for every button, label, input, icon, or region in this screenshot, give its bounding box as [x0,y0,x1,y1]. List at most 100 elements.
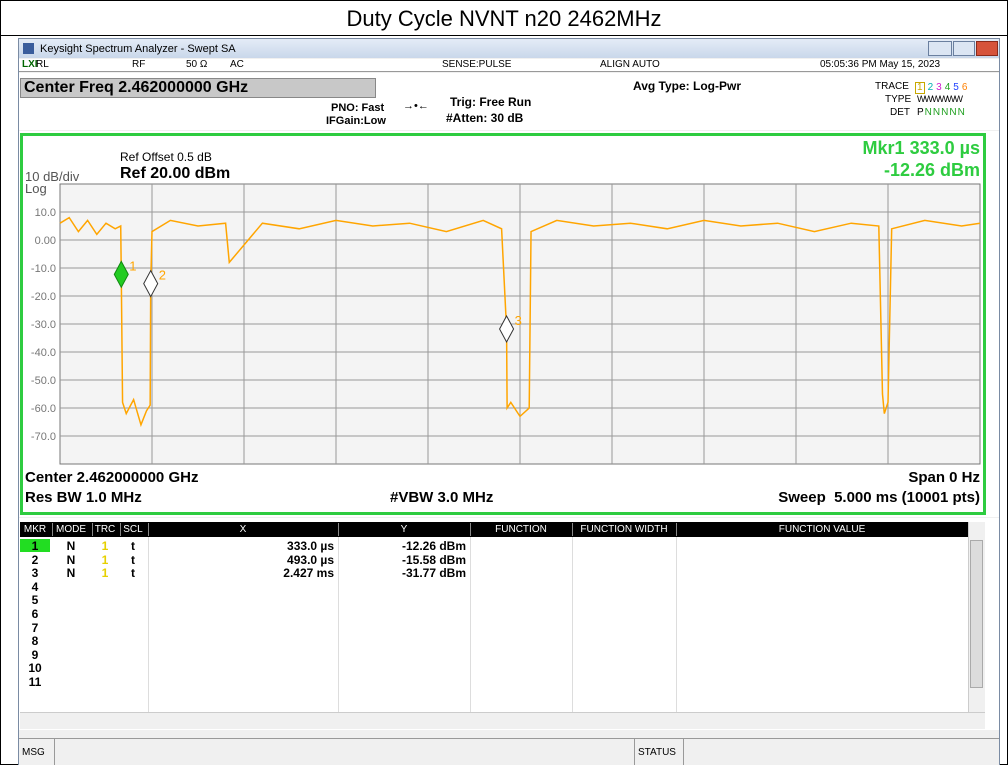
lxi-logo: LXI [22,59,38,70]
indicator: N [949,107,957,118]
sweep-label: Sweep 5.000 ms (10001 pts) [778,489,980,506]
table-cell: 2.427 ms [283,566,334,581]
scale-type: Log [25,181,47,196]
center-label: Center 2.462000000 GHz [25,469,199,486]
table-cell: t [131,566,135,581]
vbw-label: #VBW 3.0 MHz [390,489,494,506]
column-line [148,537,149,712]
close-button[interactable] [976,41,998,56]
restore-button[interactable] [953,41,975,56]
horizontal-scrollbar[interactable] [20,712,985,729]
coupling-label: AC [230,59,244,70]
footer-divider [683,738,684,765]
span-label: Span 0 Hz [908,469,980,486]
impedance-label: 50 Ω [186,59,208,70]
indicator: N [932,107,941,118]
table-cell: 333.0 µs [287,539,334,553]
status-row [19,59,999,72]
table-cell: N [66,566,76,581]
header-separator [92,523,93,536]
center-freq: Center Freq 2.462000000 GHz [24,79,249,96]
table-cell: t [131,539,135,553]
indicator: 3 [936,82,942,93]
table-header: SCL [123,524,143,535]
rf-label: RF [132,59,146,70]
ifgain-label: IFGain:Low [326,115,386,127]
rbw-label: Res BW 1.0 MHz [25,489,142,506]
table-cell: -31.77 dBm [401,566,466,581]
avg-type: Avg Type: Log-Pwr [633,79,741,93]
table-header: MKR [23,524,47,535]
table-cell: 493.0 µs [287,552,334,567]
window-title: Keysight Spectrum Analyzer - Swept SA [40,43,236,55]
scrollbar-thumb[interactable] [970,540,983,688]
header-separator [676,523,677,536]
align-label: ALIGN AUTO [600,59,660,70]
window-titlebar [19,39,999,58]
table-cell: 2 [31,552,39,567]
type-value: WWWWWW [917,94,963,104]
table-cell: -15.58 dBm [401,552,466,567]
active-row-highlight [20,539,50,552]
indicator: N [941,107,949,118]
app-icon [23,43,34,54]
table-header: TRC [94,524,116,535]
table-header: FUNCTION VALUE [778,524,866,535]
indicator: N [924,107,932,118]
table-cell: 7 [31,620,39,635]
table-header: Y [400,524,408,535]
center-freq-box[interactable] [20,78,376,98]
table-header: MODE [56,524,86,535]
footer-divider [634,738,635,765]
trace-label: TRACE [875,81,909,92]
column-line [338,537,339,712]
indicator: 6 [961,82,968,93]
header-separator [148,523,149,536]
indicator: 5 [953,82,959,93]
table-cell: 1 [101,539,109,553]
pno-label: PNO: Fast [331,102,385,114]
table-cell: t [131,552,135,567]
datetime: 05:05:36 PM May 15, 2023 [820,59,941,70]
table-cell: 1 [31,539,39,553]
marker-readout-y: -12.26 dBm [883,160,980,180]
trig-arrow: →•← [403,100,429,112]
table-cell: 6 [31,607,39,621]
table-header: X [239,524,247,535]
table-header: FUNCTION [495,524,547,535]
header-separator [52,523,53,536]
indicator: 1 [915,82,925,94]
column-line [572,537,573,712]
header-separator [338,523,339,536]
scale-label: 10 dB/div [25,169,80,184]
rl-label: RL [36,59,49,70]
msg-label: MSG [22,747,45,758]
header-separator [120,523,121,536]
table-cell: 8 [31,634,39,649]
column-line [470,537,471,712]
page-title: Duty Cycle NVNT n20 2462MHz [346,6,662,31]
footer-divider [54,738,55,765]
header-separator [470,523,471,536]
table-cell: 3 [31,566,39,581]
indicator: 4 [944,82,951,93]
marker-readout-x: Mkr1 333.0 µs [862,138,980,158]
header-separator [572,523,573,536]
indicator: P [917,107,924,118]
table-cell: 1 [101,552,109,567]
table-cell: 9 [31,647,39,662]
atten-label: #Atten: 30 dB [446,111,524,125]
minimize-button[interactable] [928,41,952,56]
table-cell: N [66,539,76,553]
ref-level: Ref 20.00 dBm [120,165,231,182]
trig-label: Trig: Free Run [450,95,532,109]
indicator: 2 [927,82,934,93]
table-cell: 1 [101,566,109,581]
table-cell: -12.26 dBm [401,539,466,553]
table-header: FUNCTION WIDTH [580,524,668,535]
table-cell: 10 [28,661,42,676]
footer [19,738,999,765]
type-label: TYPE [885,94,912,105]
